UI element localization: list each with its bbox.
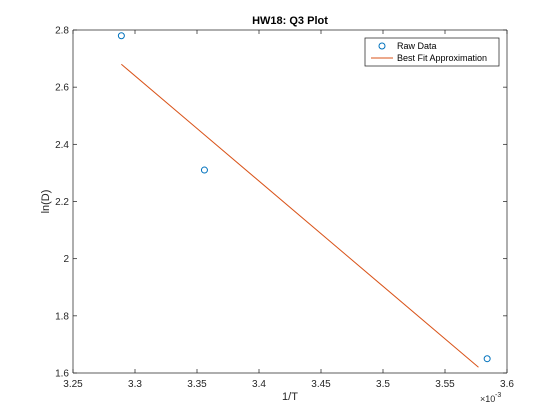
x-tick-label: 3.25 (63, 379, 83, 390)
plot-area (73, 30, 507, 373)
legend-marker-swatch (378, 42, 386, 50)
x-tick-label: 3.5 (376, 379, 390, 390)
y-tick-label: 2.8 (55, 26, 69, 37)
y-tick-label: 2 (63, 254, 69, 265)
y-tick-label: 1.8 (55, 311, 69, 322)
axes: 3.25 3.3 3.35 3.4 3.45 3.5 3.55 3.6 1.6 1.8 2 2.2 2.… (55, 26, 514, 391)
x-tick-label: 3.35 (187, 379, 207, 390)
chart-title: HW18: Q3 Plot (252, 15, 328, 27)
x-tick-label: 3.6 (500, 379, 514, 390)
y-axis-label: ln(D) (40, 190, 52, 214)
y-tick-label: 2.4 (55, 140, 69, 151)
data-point (200, 166, 208, 174)
x-exponent-label: ×10 -3 (480, 392, 501, 404)
series-layer (117, 32, 491, 368)
legend-entry-label: Best Fit Approximation (397, 53, 487, 63)
x-tick-label: 3.3 (128, 379, 142, 390)
x-tick-label: 3.45 (311, 379, 331, 390)
data-point (117, 32, 125, 40)
x-tick-label: 3.55 (435, 379, 455, 390)
x-axis-label: 1/T (282, 391, 298, 403)
legend: Raw Data Best Fit Approximation (364, 37, 500, 67)
x-tick-label: 3.4 (252, 379, 266, 390)
data-point (483, 355, 491, 363)
legend-entry-label: Raw Data (397, 41, 437, 51)
series-line-best-fit (121, 63, 479, 368)
y-tick-label: 2.2 (55, 197, 69, 208)
legend-box (364, 37, 500, 67)
x-exponent-base: ×10 (480, 394, 495, 404)
y-tick-label: 1.6 (55, 369, 69, 380)
y-tick-label: 2.6 (55, 83, 69, 94)
x-exponent-power: -3 (495, 392, 501, 399)
